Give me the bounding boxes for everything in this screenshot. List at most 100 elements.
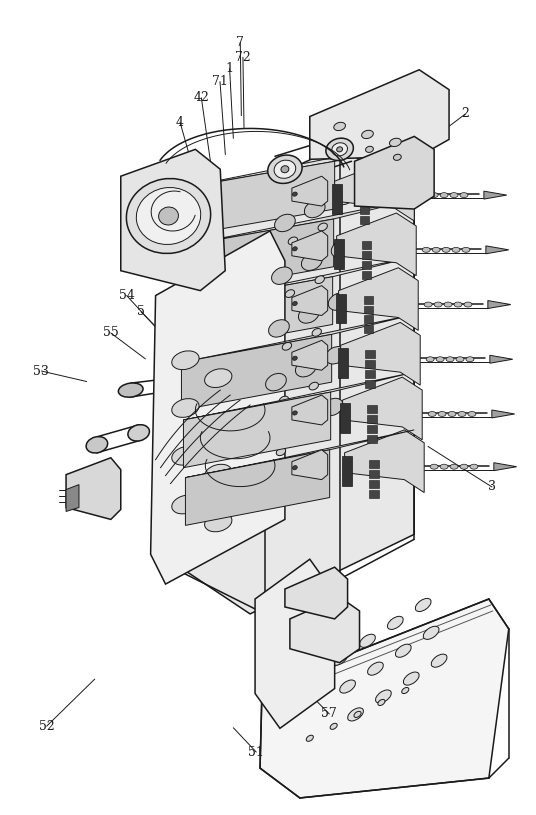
Polygon shape: [332, 184, 341, 214]
Ellipse shape: [422, 247, 430, 253]
Polygon shape: [360, 216, 369, 224]
Polygon shape: [292, 285, 327, 315]
Ellipse shape: [388, 616, 403, 629]
Polygon shape: [177, 199, 414, 247]
Polygon shape: [66, 485, 79, 512]
Polygon shape: [334, 158, 414, 221]
Ellipse shape: [301, 253, 322, 271]
Polygon shape: [336, 293, 346, 324]
Polygon shape: [333, 239, 344, 269]
Polygon shape: [363, 325, 374, 333]
Ellipse shape: [325, 346, 346, 364]
Ellipse shape: [393, 154, 401, 161]
Polygon shape: [260, 599, 509, 798]
Ellipse shape: [306, 434, 316, 442]
Ellipse shape: [205, 368, 232, 387]
Ellipse shape: [274, 160, 296, 178]
Ellipse shape: [295, 359, 316, 377]
Ellipse shape: [172, 496, 199, 514]
Polygon shape: [338, 348, 347, 378]
Polygon shape: [183, 372, 414, 420]
Text: 54: 54: [119, 289, 135, 302]
Ellipse shape: [331, 240, 352, 258]
Text: 53: 53: [33, 364, 49, 377]
Polygon shape: [175, 141, 414, 189]
Ellipse shape: [428, 412, 436, 416]
Polygon shape: [337, 213, 416, 275]
Polygon shape: [366, 370, 375, 378]
Ellipse shape: [267, 155, 302, 183]
Polygon shape: [255, 559, 334, 729]
Polygon shape: [182, 315, 414, 362]
Polygon shape: [361, 241, 371, 249]
Ellipse shape: [348, 708, 363, 721]
Ellipse shape: [282, 342, 292, 350]
Ellipse shape: [293, 247, 297, 251]
Ellipse shape: [446, 357, 454, 362]
Polygon shape: [361, 271, 371, 279]
Ellipse shape: [354, 711, 361, 717]
Ellipse shape: [434, 302, 442, 307]
Ellipse shape: [118, 383, 143, 397]
Polygon shape: [366, 350, 375, 359]
Polygon shape: [369, 490, 379, 497]
Ellipse shape: [172, 399, 199, 417]
Ellipse shape: [281, 165, 289, 173]
Ellipse shape: [334, 187, 355, 205]
Ellipse shape: [460, 465, 468, 469]
Ellipse shape: [460, 192, 468, 197]
Polygon shape: [185, 450, 330, 526]
Ellipse shape: [338, 139, 346, 144]
Ellipse shape: [444, 302, 452, 307]
Ellipse shape: [450, 192, 458, 197]
Polygon shape: [488, 301, 511, 309]
Ellipse shape: [468, 412, 476, 416]
Polygon shape: [343, 377, 422, 440]
Ellipse shape: [326, 139, 353, 161]
Polygon shape: [151, 231, 285, 584]
Ellipse shape: [426, 357, 434, 362]
Ellipse shape: [423, 626, 439, 640]
Text: 51: 51: [248, 746, 264, 759]
Polygon shape: [292, 176, 327, 206]
Polygon shape: [183, 392, 331, 468]
Text: 4: 4: [176, 116, 184, 129]
Polygon shape: [180, 276, 333, 352]
Ellipse shape: [288, 237, 297, 244]
Text: 3: 3: [488, 481, 496, 493]
Polygon shape: [341, 456, 352, 486]
Ellipse shape: [440, 465, 448, 469]
Polygon shape: [340, 323, 420, 385]
Polygon shape: [484, 192, 507, 199]
Ellipse shape: [269, 319, 289, 337]
Polygon shape: [177, 219, 333, 294]
Polygon shape: [180, 257, 414, 305]
Ellipse shape: [458, 412, 466, 416]
Ellipse shape: [272, 267, 292, 284]
Polygon shape: [345, 430, 424, 492]
Ellipse shape: [328, 293, 349, 311]
Ellipse shape: [86, 437, 108, 453]
Text: 1: 1: [226, 62, 234, 75]
Polygon shape: [360, 196, 369, 204]
Polygon shape: [292, 450, 327, 479]
Polygon shape: [290, 597, 360, 663]
Polygon shape: [494, 463, 517, 471]
Ellipse shape: [424, 302, 432, 307]
Polygon shape: [366, 360, 375, 368]
Ellipse shape: [293, 192, 297, 196]
Ellipse shape: [293, 465, 297, 469]
Text: 2: 2: [461, 108, 469, 121]
Ellipse shape: [293, 356, 297, 360]
Ellipse shape: [128, 425, 150, 441]
Ellipse shape: [464, 302, 472, 307]
Ellipse shape: [337, 147, 343, 152]
Ellipse shape: [396, 644, 411, 657]
Ellipse shape: [470, 465, 478, 469]
Ellipse shape: [279, 396, 288, 404]
Polygon shape: [366, 380, 375, 388]
Ellipse shape: [330, 723, 337, 729]
Text: 52: 52: [39, 720, 55, 733]
Ellipse shape: [293, 412, 313, 429]
Ellipse shape: [266, 373, 286, 391]
